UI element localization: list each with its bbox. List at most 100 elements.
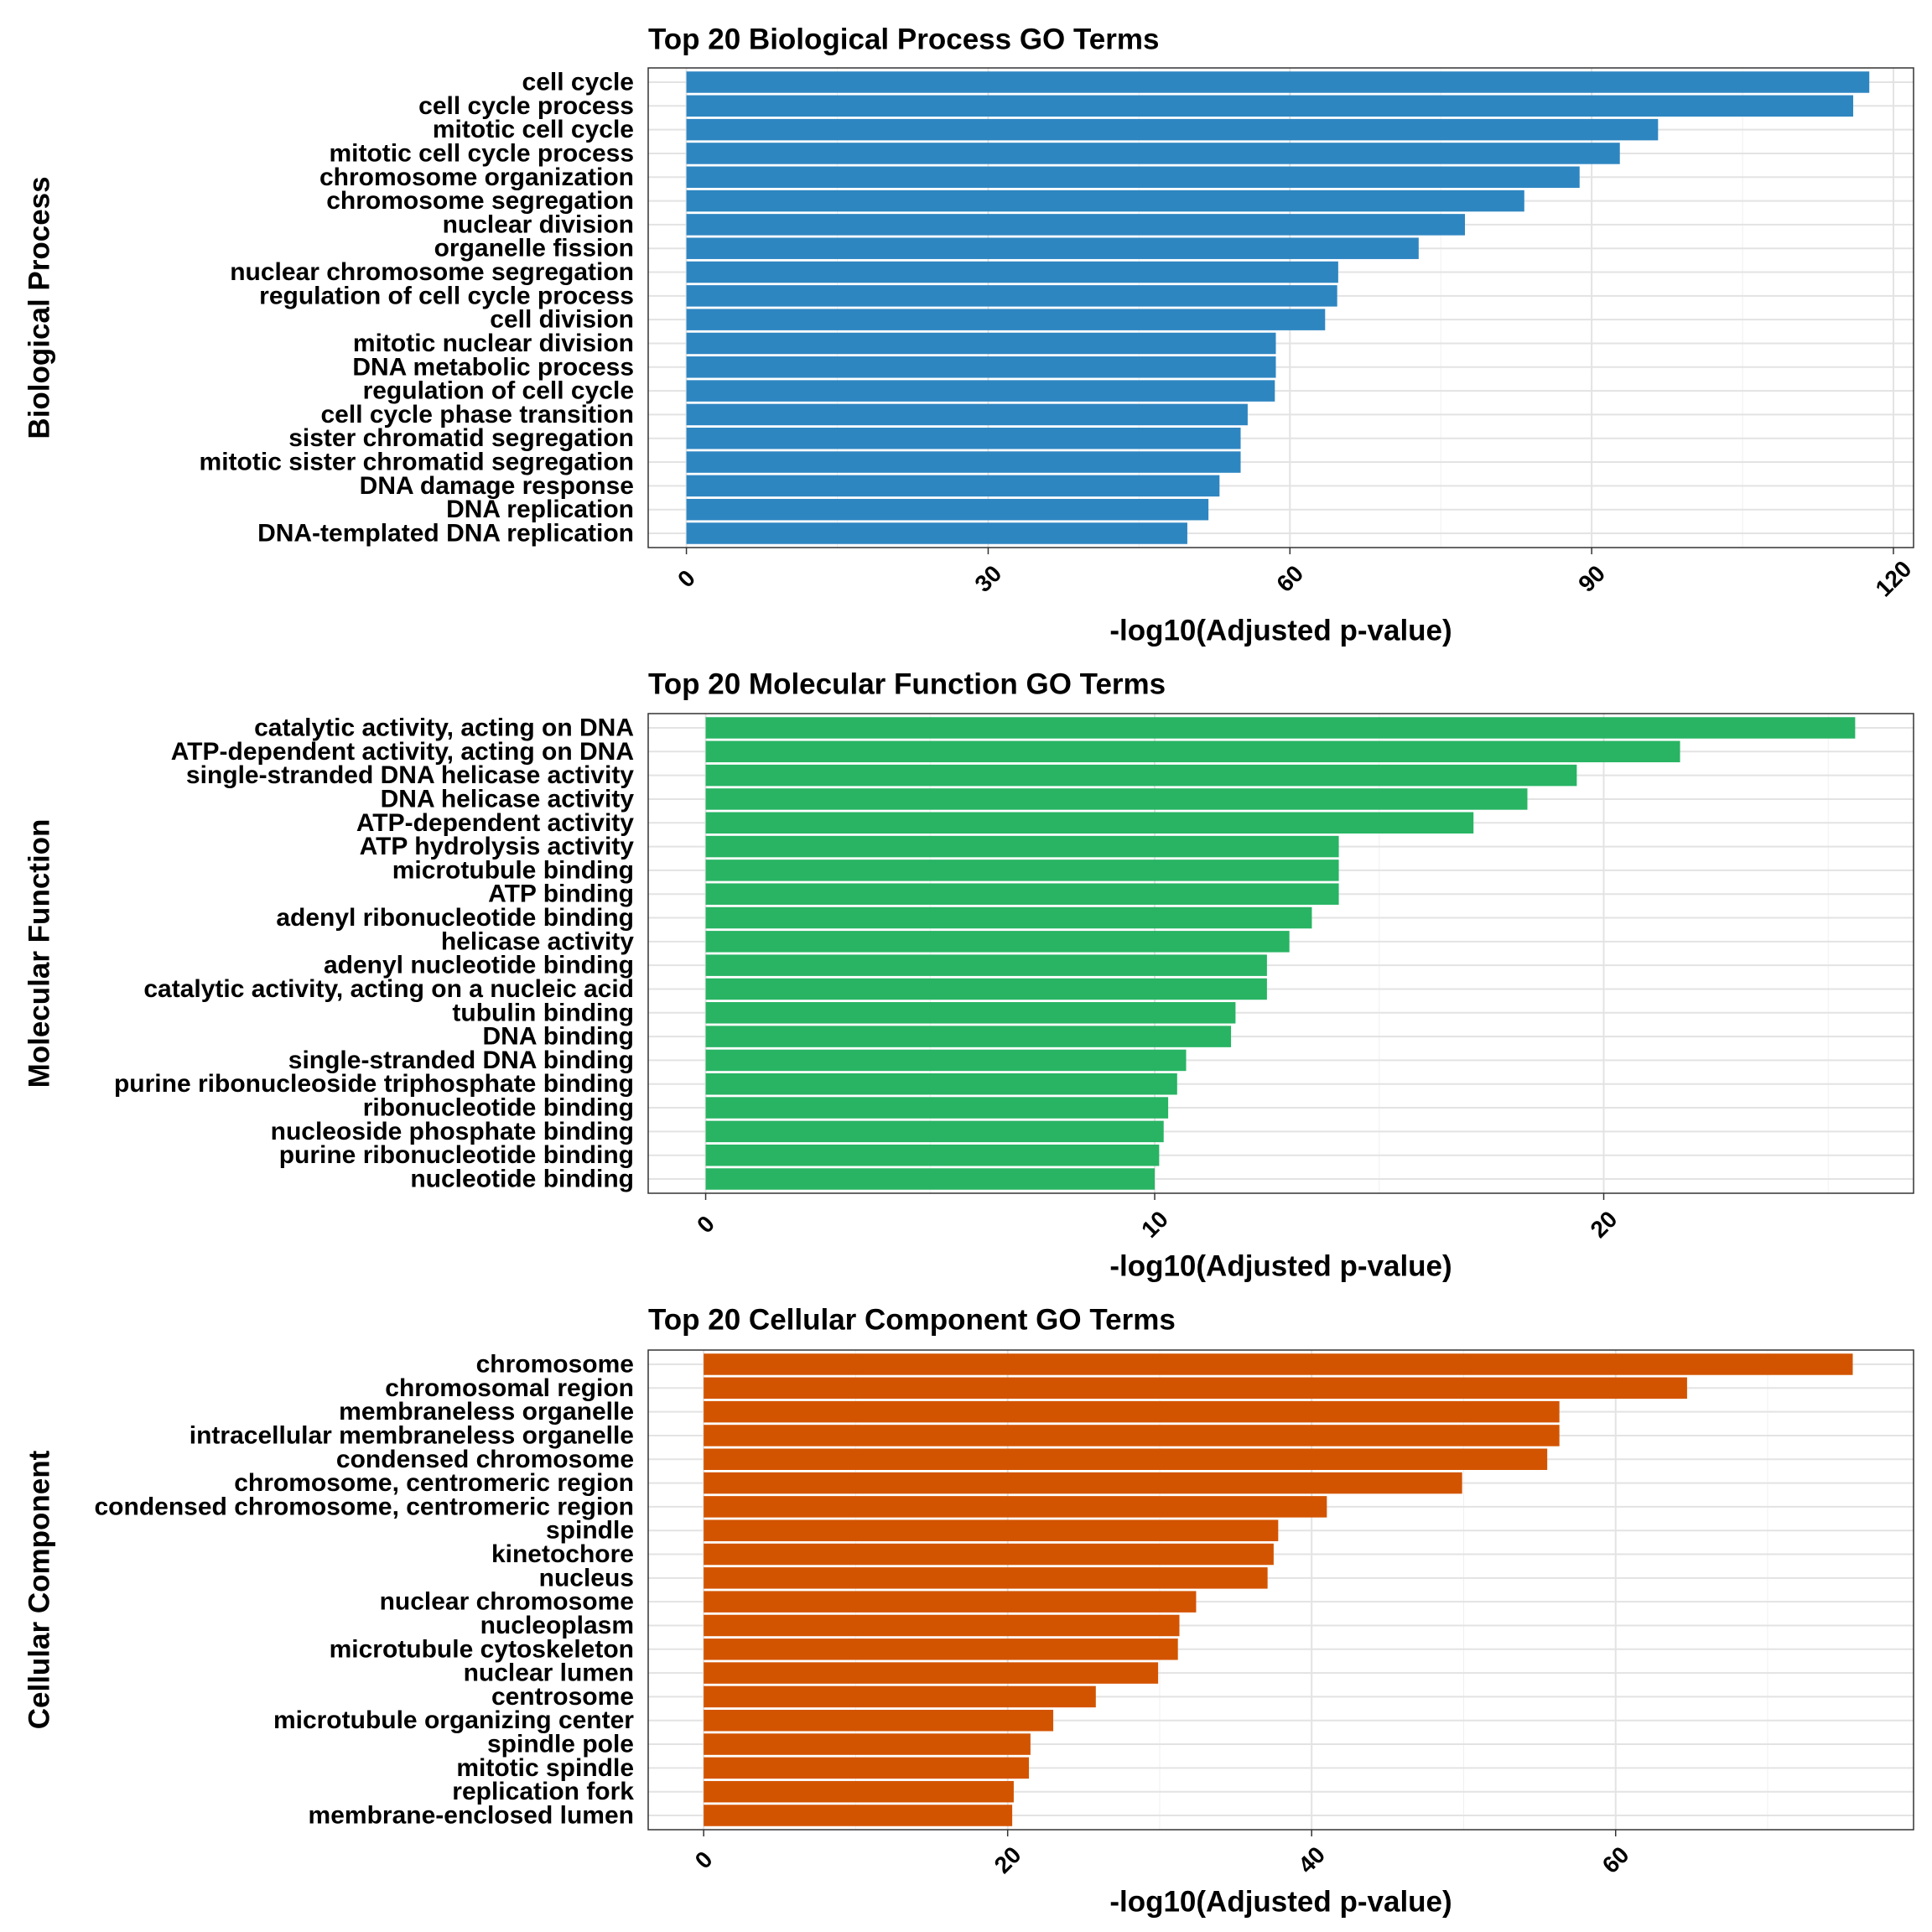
panel-border [647,1349,1914,1831]
x-tick-label: 30 [969,560,1006,597]
category-label: ATP-dependent activity, acting on DNA [171,738,634,766]
category-label: cell cycle phase transition [321,401,635,428]
category-label: kinetochore [491,1540,634,1568]
bar [705,1168,1156,1190]
bar [686,403,1248,426]
chart-title: Top 20 Cellular Component GO Terms [648,1304,1176,1337]
category-label: ribonucleotide binding [363,1094,634,1122]
bar [704,1780,1014,1803]
category-label: sister chromatid segregation [288,424,634,452]
category-label: adenyl ribonucleotide binding [276,904,634,932]
category-label: cell cycle [522,68,634,96]
x-tick-label: 120 [1871,556,1917,602]
bar [705,883,1339,905]
bar [705,717,1856,739]
bar [704,1614,1180,1637]
x-tick-label: 60 [1597,1841,1634,1878]
chart-panel-2: catalytic activity, acting on DNAATP-dep… [23,668,1914,1283]
category-label: DNA binding [482,1023,634,1051]
category-label: mitotic cell cycle process [329,139,634,167]
bar [705,812,1474,834]
bar [704,1639,1178,1660]
bar [705,1073,1177,1095]
bar [686,285,1337,307]
x-axis-title: -log10(Adjusted p-value) [1109,615,1452,647]
bar [704,1685,1096,1708]
category-label: DNA-templated DNA replication [257,520,634,548]
bar [705,931,1290,953]
bar [686,95,1854,117]
category-label: regulation of cell cycle [363,377,634,405]
bar [704,1400,1560,1423]
bar [704,1805,1013,1826]
bar [686,498,1209,521]
bar [686,118,1659,141]
category-label: nucleotide binding [410,1166,634,1193]
x-tick-label: 90 [1573,560,1610,597]
x-tick-label: 10 [1136,1206,1173,1243]
x-ticks: 0 30 60 90 120 [673,548,1916,601]
category-label: DNA replication [446,496,634,523]
bar [705,1097,1169,1119]
category-label: single-stranded DNA binding [288,1046,634,1074]
bar [704,1425,1560,1446]
category-label: ATP binding [488,880,634,908]
category-label: cell division [490,306,634,334]
category-label: mitotic sister chromatid segregation [200,449,634,476]
category-label: membrane-enclosed lumen [309,1802,634,1830]
x-ticks: 0 20 40 60 [690,1830,1634,1878]
category-label: condensed chromosome, centromeric region [95,1493,635,1520]
bars [705,717,1856,1190]
category-label: mitotic spindle [456,1754,634,1782]
category-label: DNA metabolic process [352,353,634,381]
category-label: organelle fission [434,235,634,262]
bar [705,860,1339,881]
bar [686,380,1275,402]
bar [705,740,1680,763]
x-tick-label: 20 [1586,1206,1623,1243]
bar [704,1377,1687,1400]
bar [704,1710,1054,1732]
category-label: purine ribonucleotide binding [279,1141,634,1169]
category-label: spindle [546,1517,634,1545]
bar [686,475,1220,497]
x-axis-title: -log10(Adjusted p-value) [1109,1250,1452,1283]
bar [686,356,1276,378]
category-label: microtubule cytoskeleton [330,1635,634,1663]
category-label: intracellular membraneless organelle [190,1421,634,1449]
category-label: centrosome [491,1683,634,1711]
category-label: purine ribonucleoside triphosphate bindi… [114,1070,634,1098]
bar [705,954,1267,976]
bar [704,1519,1279,1541]
category-label: ATP-dependent activity [356,809,634,837]
bar [705,1144,1160,1166]
x-tick-label: 0 [673,565,700,593]
bar [705,835,1339,858]
category-label: microtubule organizing center [273,1706,634,1734]
category-label: nucleoside phosphate binding [271,1118,634,1145]
bar [704,1543,1274,1566]
category-label: membraneless organelle [339,1398,634,1426]
bar [704,1757,1030,1779]
bar [704,1591,1197,1613]
category-label: catalytic activity, acting on DNA [254,714,634,741]
category-label: adenyl nucleotide binding [324,952,634,979]
bar [686,71,1870,93]
x-tick-label: 0 [690,1846,718,1874]
category-label: nucleoplasm [480,1612,634,1639]
category-label: nucleus [539,1564,634,1592]
category-label: helicase activity [441,927,634,955]
x-ticks: 0 10 20 [692,1193,1622,1243]
bar [704,1567,1268,1589]
category-label: chromosome organization [319,164,634,191]
bar [704,1496,1327,1518]
bar [704,1448,1548,1470]
bar [686,143,1620,164]
y-axis-title: Molecular Function [23,819,56,1088]
bar [704,1662,1159,1684]
x-axis-title: -log10(Adjusted p-value) [1109,1886,1452,1919]
bar [704,1472,1462,1494]
category-label: nuclear chromosome segregation [230,258,634,286]
